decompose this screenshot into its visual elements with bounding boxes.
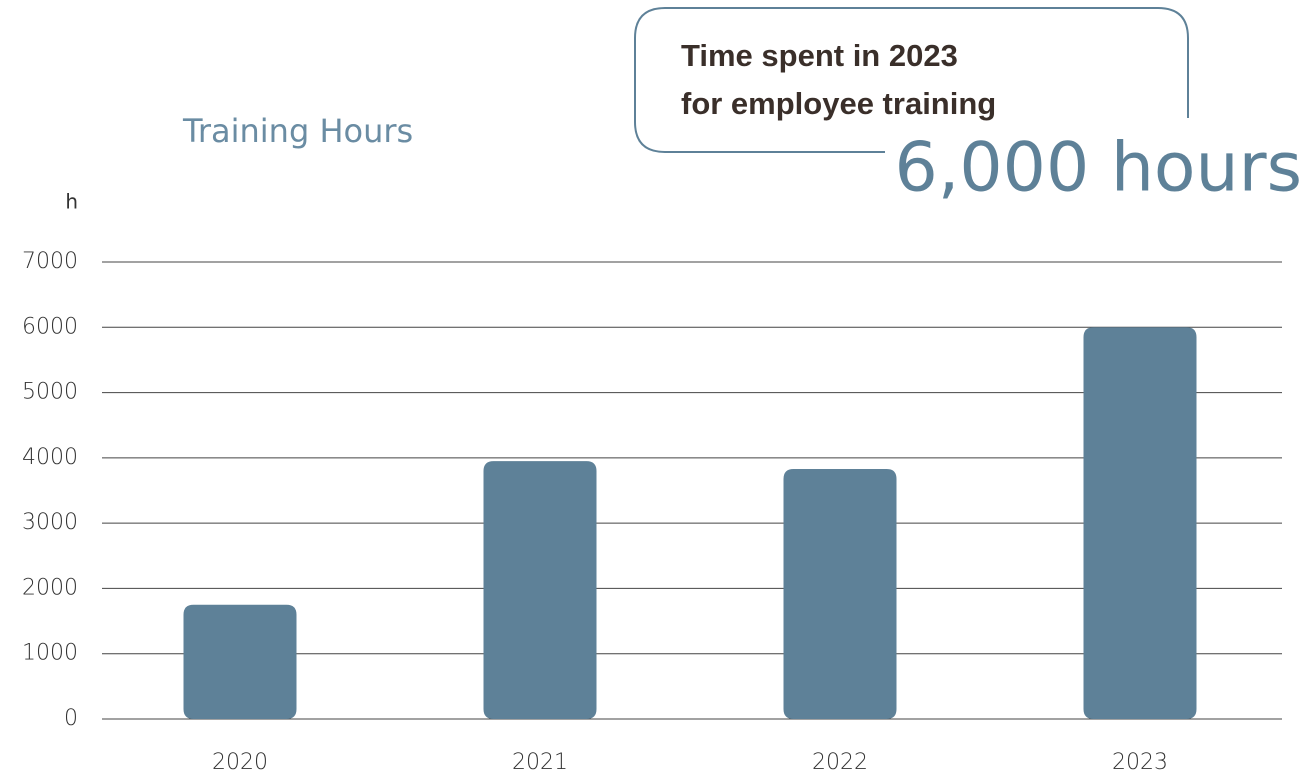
bar	[483, 461, 597, 719]
x-tick-label: 2020	[212, 750, 268, 775]
y-tick-label: 4000	[22, 445, 78, 470]
bar	[183, 604, 297, 719]
y-tick-label: 6000	[22, 314, 78, 339]
chart-title: Training Hours	[182, 112, 413, 150]
callout-line: Time spent in 2023	[681, 38, 958, 73]
y-tick-label: 3000	[22, 510, 78, 535]
x-tick-label: 2022	[812, 750, 868, 775]
x-tick-label: 2021	[512, 750, 568, 775]
bar	[1083, 327, 1197, 719]
y-tick-label: 1000	[22, 641, 78, 666]
callout-line: for employee training	[681, 86, 996, 121]
highlight-value: 6,000 hours	[895, 129, 1302, 208]
y-tick-label: 2000	[22, 575, 78, 600]
y-tick-label: 7000	[22, 249, 78, 274]
y-tick-label: 0	[64, 706, 78, 731]
callout-box	[634, 7, 1189, 153]
y-unit: h	[65, 190, 78, 214]
bar	[783, 468, 897, 719]
y-tick-label: 5000	[22, 380, 78, 405]
x-tick-label: 2023	[1112, 750, 1168, 775]
